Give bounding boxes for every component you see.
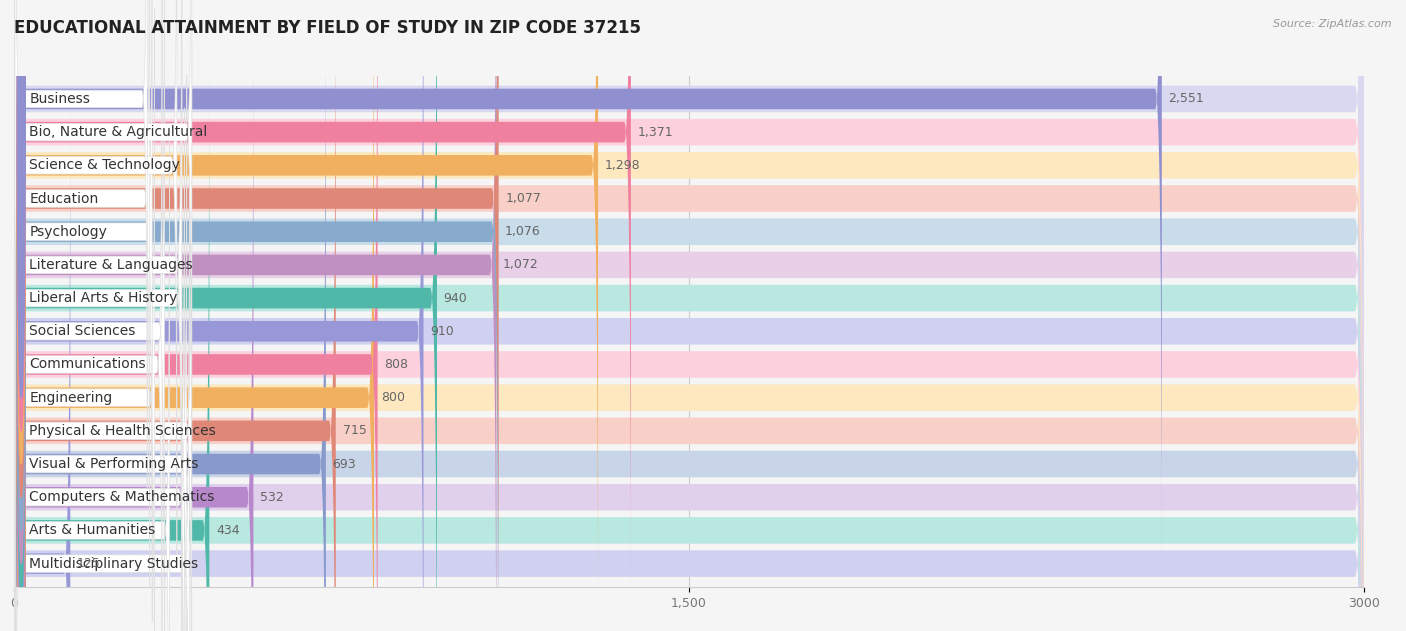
FancyBboxPatch shape [14, 0, 1364, 631]
FancyBboxPatch shape [14, 0, 496, 631]
FancyBboxPatch shape [15, 108, 184, 631]
Text: 910: 910 [430, 325, 454, 338]
FancyBboxPatch shape [14, 0, 1364, 631]
Text: Business: Business [30, 92, 90, 106]
Circle shape [17, 132, 25, 631]
FancyBboxPatch shape [14, 0, 498, 631]
FancyBboxPatch shape [14, 0, 1161, 586]
FancyBboxPatch shape [15, 0, 181, 631]
FancyBboxPatch shape [14, 0, 1364, 631]
Text: 434: 434 [217, 524, 239, 537]
FancyBboxPatch shape [14, 0, 1364, 631]
Circle shape [17, 0, 25, 464]
FancyBboxPatch shape [15, 0, 191, 522]
Circle shape [17, 199, 25, 631]
FancyBboxPatch shape [14, 0, 631, 620]
FancyBboxPatch shape [15, 0, 152, 622]
Circle shape [17, 33, 25, 630]
FancyBboxPatch shape [14, 0, 1364, 631]
FancyBboxPatch shape [14, 0, 1364, 631]
Circle shape [17, 165, 25, 631]
FancyBboxPatch shape [15, 0, 149, 588]
FancyBboxPatch shape [15, 0, 177, 555]
Text: Physical & Health Sciences: Physical & Health Sciences [30, 424, 217, 438]
FancyBboxPatch shape [14, 0, 326, 631]
FancyBboxPatch shape [15, 0, 148, 488]
Text: 2,551: 2,551 [1168, 93, 1205, 105]
Text: Multidisciplinary Studies: Multidisciplinary Studies [30, 557, 198, 570]
Text: 808: 808 [384, 358, 408, 371]
FancyBboxPatch shape [14, 0, 423, 631]
FancyBboxPatch shape [14, 0, 437, 631]
Text: 940: 940 [444, 292, 467, 305]
FancyBboxPatch shape [14, 0, 1364, 631]
FancyBboxPatch shape [14, 0, 336, 631]
Text: 1,072: 1,072 [503, 259, 538, 271]
Text: Communications: Communications [30, 358, 146, 372]
Text: 1,298: 1,298 [605, 159, 640, 172]
FancyBboxPatch shape [14, 0, 1364, 631]
Text: 800: 800 [381, 391, 405, 404]
Text: 125: 125 [77, 557, 101, 570]
Text: 715: 715 [343, 424, 367, 437]
FancyBboxPatch shape [14, 0, 1364, 631]
FancyBboxPatch shape [15, 174, 190, 631]
FancyBboxPatch shape [15, 0, 181, 631]
Circle shape [17, 0, 25, 563]
FancyBboxPatch shape [14, 0, 598, 631]
Circle shape [17, 0, 25, 497]
FancyBboxPatch shape [14, 76, 70, 631]
Text: 1,371: 1,371 [638, 126, 673, 139]
FancyBboxPatch shape [14, 0, 1364, 631]
Text: Bio, Nature & Agricultural: Bio, Nature & Agricultural [30, 125, 208, 139]
FancyBboxPatch shape [15, 74, 187, 631]
Text: 532: 532 [260, 491, 284, 504]
Circle shape [17, 0, 25, 597]
Text: Psychology: Psychology [30, 225, 107, 239]
Text: Computers & Mathematics: Computers & Mathematics [30, 490, 215, 504]
Text: EDUCATIONAL ATTAINMENT BY FIELD OF STUDY IN ZIP CODE 37215: EDUCATIONAL ATTAINMENT BY FIELD OF STUDY… [14, 19, 641, 37]
Text: 1,077: 1,077 [505, 192, 541, 205]
FancyBboxPatch shape [14, 9, 253, 631]
Text: Engineering: Engineering [30, 391, 112, 404]
Circle shape [17, 232, 25, 631]
Text: 1,076: 1,076 [505, 225, 541, 239]
FancyBboxPatch shape [15, 141, 170, 631]
FancyBboxPatch shape [14, 0, 378, 631]
Text: Arts & Humanities: Arts & Humanities [30, 523, 156, 538]
Text: Social Sciences: Social Sciences [30, 324, 136, 338]
Circle shape [17, 265, 25, 631]
FancyBboxPatch shape [15, 41, 191, 631]
FancyBboxPatch shape [14, 43, 209, 631]
Circle shape [17, 0, 25, 431]
FancyBboxPatch shape [15, 0, 162, 631]
Circle shape [17, 66, 25, 631]
FancyBboxPatch shape [14, 0, 1364, 631]
FancyBboxPatch shape [14, 0, 1364, 631]
Text: Education: Education [30, 192, 98, 206]
FancyBboxPatch shape [15, 8, 155, 631]
FancyBboxPatch shape [14, 0, 1364, 631]
Circle shape [17, 99, 25, 631]
Circle shape [17, 0, 25, 531]
FancyBboxPatch shape [14, 0, 499, 631]
Text: Literature & Languages: Literature & Languages [30, 258, 193, 272]
FancyBboxPatch shape [14, 0, 1364, 631]
FancyBboxPatch shape [15, 0, 165, 631]
Text: Source: ZipAtlas.com: Source: ZipAtlas.com [1274, 19, 1392, 29]
Circle shape [17, 0, 25, 398]
FancyBboxPatch shape [14, 0, 374, 631]
Text: Science & Technology: Science & Technology [30, 158, 180, 172]
Text: 693: 693 [333, 457, 356, 471]
FancyBboxPatch shape [14, 0, 1364, 631]
Text: Visual & Performing Arts: Visual & Performing Arts [30, 457, 198, 471]
Text: Liberal Arts & History: Liberal Arts & History [30, 291, 177, 305]
